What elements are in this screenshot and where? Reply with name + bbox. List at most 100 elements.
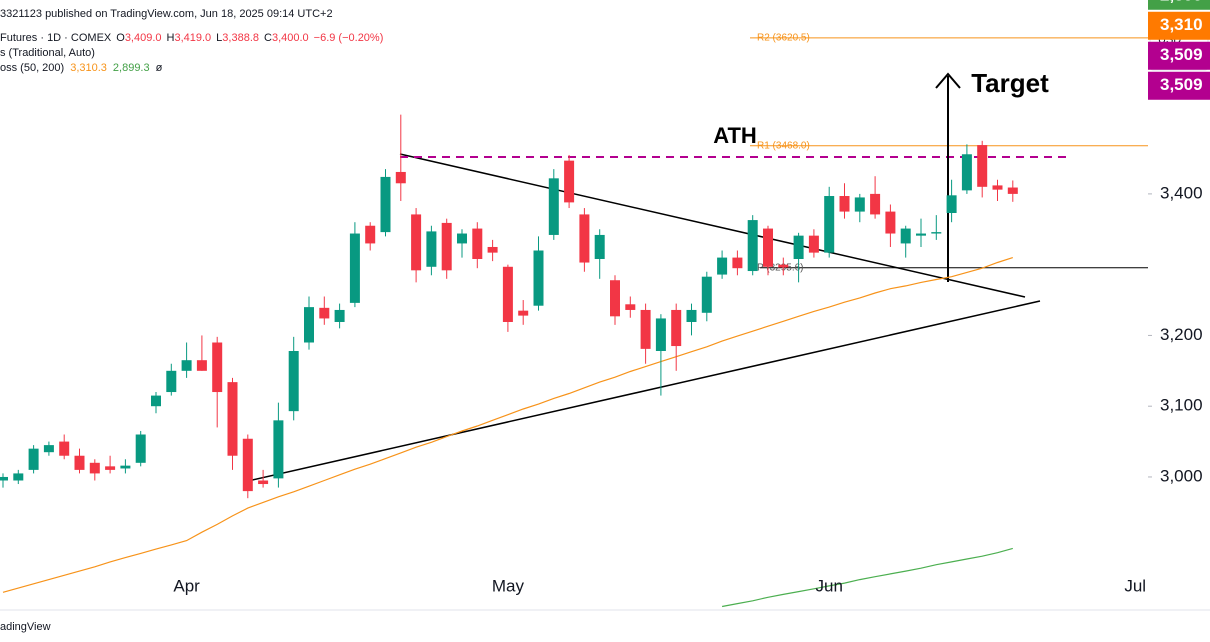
candle-body	[426, 231, 437, 267]
price-tag	[1148, 41, 1210, 70]
candle-body	[977, 145, 988, 187]
symbol-name: Futures · 1D · COMEX	[0, 32, 112, 44]
candle-body	[961, 154, 972, 191]
candle-body	[916, 233, 926, 236]
ath-label: ATH	[713, 123, 757, 148]
ohlc-key: C	[264, 32, 272, 44]
candle-body	[151, 395, 161, 407]
candle-body	[43, 445, 54, 453]
candle-body	[349, 233, 360, 303]
ma-name: oss (50, 200)	[0, 62, 64, 74]
candle-body	[686, 309, 697, 322]
candle-body	[548, 178, 559, 235]
candle-body	[395, 171, 406, 184]
candle-body	[196, 360, 207, 371]
price-tag-label: 3,509	[1160, 45, 1203, 64]
candle-body	[13, 473, 24, 481]
candle-body	[273, 420, 284, 479]
candle-body	[59, 441, 70, 456]
candle-body	[319, 307, 330, 319]
candle-body	[992, 185, 1003, 190]
candle-body	[105, 466, 116, 470]
candle-body	[1007, 187, 1018, 194]
price-tag-label: 2,899	[1160, 0, 1203, 4]
ohlc-key: −6.9 (−0.20%)	[314, 32, 384, 44]
price-tag-label: 3,310	[1160, 15, 1203, 34]
candle-body	[304, 307, 314, 343]
candle-body	[487, 246, 498, 253]
candle-body	[258, 480, 269, 485]
candle-body	[946, 195, 957, 214]
candle-body	[533, 250, 544, 306]
candle-body	[120, 465, 131, 469]
lower-trendline	[247, 300, 1041, 482]
candle-body	[457, 233, 467, 244]
candle-body	[242, 438, 253, 492]
candle-body	[89, 462, 100, 474]
candle-body	[518, 310, 529, 316]
candle-body	[579, 214, 590, 263]
candle-body	[717, 257, 728, 275]
candle-body	[870, 193, 881, 215]
candle-body	[931, 232, 942, 234]
ma50-value: 3,310.3	[70, 62, 107, 74]
candle-body	[227, 382, 238, 456]
x-tick-label: Apr	[173, 576, 200, 595]
pivot-label: R1 (3468.0)	[757, 140, 810, 151]
candle-body	[166, 370, 177, 393]
candle-body	[655, 318, 666, 351]
ohlc-value: 3,388.8	[222, 32, 259, 44]
target-label: Target	[971, 68, 1049, 98]
ohlc-key: O	[116, 32, 125, 44]
footer: adingView	[0, 621, 51, 633]
symbol: Futures · 1D · COMEX O3,409.0 H3,419.0 L3,3…	[0, 32, 383, 44]
candle-body	[793, 235, 804, 260]
candle-body	[0, 476, 8, 481]
price-tag-label: 3,509	[1160, 75, 1203, 94]
y-tick-label: 3,400	[1160, 183, 1203, 202]
candle-body	[839, 196, 850, 212]
price-tag	[1148, 71, 1210, 100]
pivot-label: P (3295.6)	[757, 262, 804, 273]
publisher: 3321123 published on TradingView.com, Ju…	[0, 8, 333, 20]
candle-body	[610, 280, 620, 317]
ohlc-key: H	[167, 32, 175, 44]
candle-body	[334, 309, 345, 322]
upper-trendline	[399, 153, 1026, 298]
ohlc-key: L	[216, 32, 222, 44]
price-tag	[1148, 0, 1210, 10]
ma-study: oss (50, 200) 3,310.3 2,899.3 ø	[0, 62, 163, 74]
ohlc: O3,409.0 H3,419.0 L3,388.8 C3,400.0 −6.9 (−0…	[116, 32, 383, 44]
candle-body	[854, 197, 865, 212]
candle-body	[441, 222, 452, 271]
ohlc-value: 3,409.0	[125, 32, 162, 44]
x-tick-label: Jul	[1124, 576, 1146, 595]
ohlc-value: 3,400.0	[272, 32, 309, 44]
candle-body	[808, 235, 819, 253]
candle-body	[701, 276, 712, 313]
candle-body	[625, 304, 636, 310]
y-tick-label: 3,000	[1160, 466, 1203, 485]
candle-body	[411, 214, 422, 271]
candle-body	[594, 234, 605, 260]
candle-body	[564, 160, 575, 203]
moving-average	[721, 547, 1013, 608]
candle-body	[885, 211, 896, 234]
candle-body	[472, 228, 483, 260]
price-tag	[1148, 11, 1210, 40]
candle-body	[181, 360, 192, 371]
ma-icon: ø	[156, 62, 163, 74]
candle-body	[824, 196, 835, 253]
candle-body	[212, 342, 223, 393]
candle-body	[732, 257, 743, 269]
y-tick-label: 3,200	[1160, 325, 1203, 344]
x-tick-label: Jun	[815, 576, 842, 595]
candle-body	[747, 220, 758, 272]
candle-body	[778, 264, 789, 268]
candle-body	[671, 309, 682, 347]
x-tick-label: May	[492, 576, 525, 595]
pivot-label: R2 (3620.5)	[757, 33, 810, 44]
moving-average	[2, 257, 1013, 593]
ohlc-value: 3,419.0	[174, 32, 211, 44]
